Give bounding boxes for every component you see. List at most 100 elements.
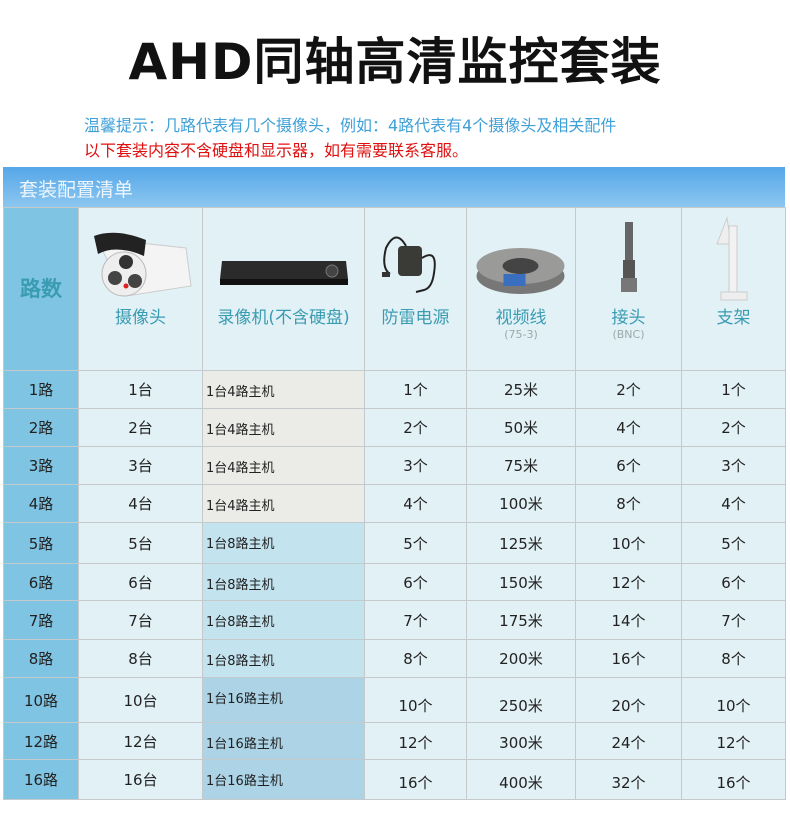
table-row: 7路 7台 1台8路主机 7个 175米 14个 7个: [3, 600, 786, 640]
header-label: 防雷电源: [381, 308, 450, 328]
cell-cameras: 2台: [78, 408, 203, 447]
cell-cable: 100米: [466, 484, 576, 523]
table-row: 4路 4台 1台4路主机 4个 100米 8个 4个: [3, 484, 786, 523]
cell-recorder: 1台4路主机: [202, 484, 365, 523]
cell-channels: 12路: [3, 722, 79, 760]
cell-cameras: 8台: [78, 639, 203, 678]
cell-cable: 300米: [466, 722, 576, 760]
cell-bracket: 4个: [681, 484, 786, 523]
header-channels: 路数: [3, 207, 79, 371]
cell-connector: 24个: [575, 722, 682, 760]
cell-cable: 50米: [466, 408, 576, 447]
cell-recorder: 1台8路主机: [202, 522, 365, 564]
header-label: 摄像头: [115, 308, 166, 328]
cell-bracket: 3个: [681, 446, 786, 485]
header-recorder: 录像机(不含硬盘): [202, 207, 365, 371]
package-table: 路数 摄像头 录像机(不含硬盘) 防雷电源 视频线 (75-3) 接头 (BNC) …: [3, 207, 786, 800]
cell-power: 5个: [364, 522, 467, 564]
cell-channels: 16路: [3, 759, 79, 800]
cell-bracket: 5个: [681, 522, 786, 564]
cell-channels: 8路: [3, 639, 79, 678]
cell-channels: 3路: [3, 446, 79, 485]
cell-recorder: 1台8路主机: [202, 639, 365, 678]
power-adapter-icon: [381, 236, 436, 293]
cell-recorder: 1台16路主机: [202, 677, 365, 723]
bullet-camera-icon: [93, 232, 192, 297]
header-bracket: 支架: [681, 207, 786, 371]
cell-power: 10个: [364, 677, 467, 723]
cell-cameras: 3台: [78, 446, 203, 485]
cell-connector: 2个: [575, 370, 682, 409]
header-label: 支架: [716, 308, 751, 328]
cell-recorder: 1台8路主机: [202, 563, 365, 601]
header-label: 视频线: [495, 308, 547, 328]
cell-connector: 32个: [575, 759, 682, 800]
cell-cable: 250米: [466, 677, 576, 723]
cell-connector: 20个: [575, 677, 682, 723]
cell-connector: 14个: [575, 600, 682, 640]
cell-connector: 6个: [575, 446, 682, 485]
header-label: 录像机(不含硬盘): [217, 308, 350, 328]
cell-cable: 125米: [466, 522, 576, 564]
cell-cameras: 6台: [78, 563, 203, 601]
tip-warning: 以下套装内容不含硬盘和显示器，如有需要联系客服。: [84, 141, 469, 160]
cell-bracket: 16个: [681, 759, 786, 800]
bnc-connector-icon: [620, 222, 637, 292]
cell-cameras: 10台: [78, 677, 203, 723]
table-row: 6路 6台 1台8路主机 6个 150米 12个 6个: [3, 563, 786, 601]
cell-cameras: 16台: [78, 759, 203, 800]
cell-recorder: 1台4路主机: [202, 370, 365, 409]
cell-bracket: 12个: [681, 722, 786, 760]
cell-cable: 75米: [466, 446, 576, 485]
cell-channels: 7路: [3, 600, 79, 640]
cell-cable: 25米: [466, 370, 576, 409]
cell-channels: 5路: [3, 522, 79, 564]
page-title: AHD同轴高清监控套装: [128, 33, 662, 91]
table-row: 2路 2台 1台4路主机 2个 50米 4个 2个: [3, 408, 786, 447]
cell-cameras: 4台: [78, 484, 203, 523]
cell-cameras: 7台: [78, 600, 203, 640]
cell-connector: 16个: [575, 639, 682, 678]
cable-reel-icon: [476, 248, 565, 294]
header-label: 接头: [611, 308, 646, 328]
header-cable: 视频线 (75-3): [466, 207, 576, 371]
cell-channels: 1路: [3, 370, 79, 409]
cell-bracket: 10个: [681, 677, 786, 723]
tip-note: 温馨提示：几路代表有几个摄像头，例如：4路代表有4个摄像头及相关配件: [84, 116, 617, 135]
cell-bracket: 1个: [681, 370, 786, 409]
cell-bracket: 2个: [681, 408, 786, 447]
cell-recorder: 1台16路主机: [202, 722, 365, 760]
cell-power: 12个: [364, 722, 467, 760]
cell-cameras: 1台: [78, 370, 203, 409]
cell-recorder: 1台4路主机: [202, 408, 365, 447]
cell-channels: 2路: [3, 408, 79, 447]
header-label: 路数: [20, 277, 62, 301]
cell-connector: 12个: [575, 563, 682, 601]
dvr-recorder-icon: [219, 261, 348, 285]
header-connector: 接头 (BNC): [575, 207, 682, 371]
table-row: 8路 8台 1台8路主机 8个 200米 16个 8个: [3, 639, 786, 678]
cell-cable: 175米: [466, 600, 576, 640]
table-row: 10路 10台 1台16路主机 10个 250米 20个 10个: [3, 677, 786, 723]
cell-cameras: 12台: [78, 722, 203, 760]
cell-power: 1个: [364, 370, 467, 409]
cell-cable: 200米: [466, 639, 576, 678]
cell-bracket: 7个: [681, 600, 786, 640]
header-power: 防雷电源: [364, 207, 467, 371]
cell-bracket: 6个: [681, 563, 786, 601]
cell-connector: 10个: [575, 522, 682, 564]
cell-power: 16个: [364, 759, 467, 800]
cell-channels: 6路: [3, 563, 79, 601]
cell-recorder: 1台4路主机: [202, 446, 365, 485]
wall-bracket-icon: [715, 216, 747, 301]
cell-recorder: 1台8路主机: [202, 600, 365, 640]
cell-bracket: 8个: [681, 639, 786, 678]
section-title: 套装配置清单: [3, 167, 785, 207]
cell-power: 4个: [364, 484, 467, 523]
table-row: 3路 3台 1台4路主机 3个 75米 6个 3个: [3, 446, 786, 485]
cell-cable: 150米: [466, 563, 576, 601]
header-camera: 摄像头: [78, 207, 203, 371]
header-sublabel: (BNC): [612, 328, 645, 341]
cell-power: 3个: [364, 446, 467, 485]
table-row: 1路 1台 1台4路主机 1个 25米 2个 1个: [3, 370, 786, 409]
